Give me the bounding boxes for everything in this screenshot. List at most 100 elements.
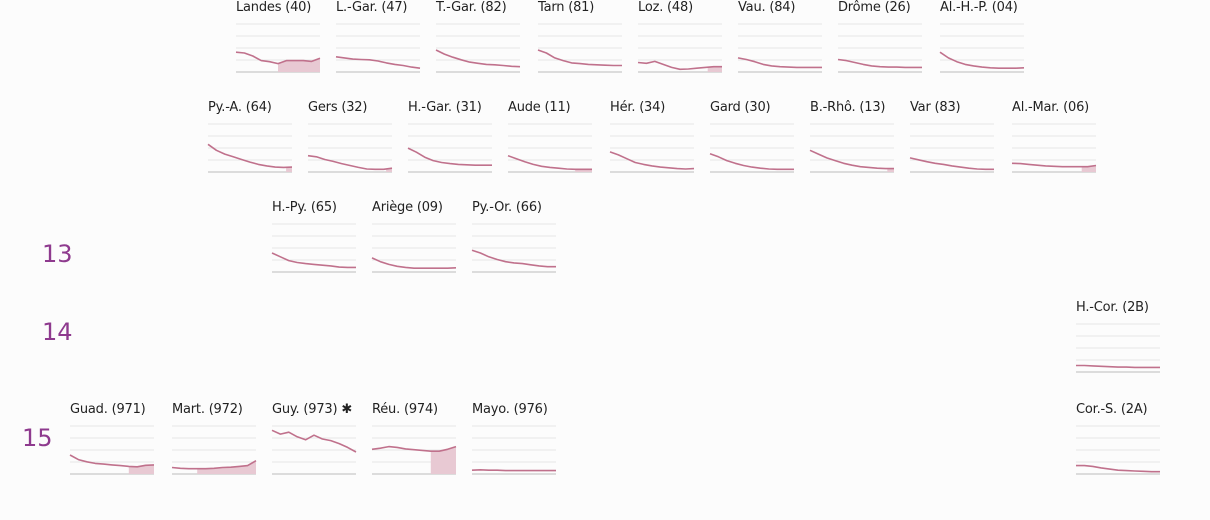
sparkline-chart [69, 425, 155, 475]
chart-title: H.-Gar. (31) [408, 100, 482, 115]
sparkline-chart [507, 123, 592, 173]
series-line [507, 154, 592, 171]
series-line [637, 60, 722, 71]
series-line [737, 57, 822, 69]
series-line [837, 58, 922, 69]
series-line [171, 460, 257, 470]
chart-tile: Al.-Mar. (06) [1011, 100, 1097, 176]
chart-tile: Cor.-S. (2A) [1076, 402, 1160, 478]
sparkline-chart [909, 123, 994, 173]
sparkline-chart [307, 123, 393, 173]
chart-title: Var (83) [910, 100, 961, 115]
series-line [809, 149, 894, 170]
sparkline-chart [407, 123, 492, 173]
chart-title: H.-Cor. (2B) [1076, 300, 1149, 315]
chart-tile: Loz. (48) [637, 0, 722, 76]
series-line [609, 151, 695, 170]
chart-title: B.-Rhô. (13) [810, 100, 886, 115]
chart-tile: Tarn (81) [537, 0, 622, 76]
series-line [435, 49, 521, 68]
chart-tile: Landes (40) [235, 0, 321, 76]
chart-tile: Mayo. (976) [471, 402, 556, 478]
row-label: 15 [22, 424, 53, 452]
sparkline-chart [637, 23, 722, 73]
chart-tile: Guy. (973) ✱ [271, 402, 357, 478]
chart-tile: Vau. (84) [737, 0, 822, 76]
series-line [909, 157, 994, 171]
chart-title: Mart. (972) [172, 402, 243, 417]
sparkline-chart [471, 425, 556, 475]
chart-tile: Py.-A. (64) [207, 100, 293, 176]
asterisk-mark: ✱ [341, 402, 353, 417]
chart-tile: Var (83) [909, 100, 994, 176]
sparkline-chart [939, 23, 1025, 73]
chart-title: Al.-Mar. (06) [1012, 100, 1090, 115]
sparkline-chart [435, 23, 521, 73]
sparkline-chart [609, 123, 695, 173]
chart-title: Cor.-S. (2A) [1076, 402, 1148, 417]
sparkline-chart [709, 123, 794, 173]
chart-title: Landes (40) [236, 0, 312, 15]
sparkline-chart [271, 425, 357, 475]
chart-tile: Gard (30) [709, 100, 794, 176]
chart-tile: T.-Gar. (82) [435, 0, 521, 76]
sparkline-chart [271, 223, 356, 273]
sparkline-chart [471, 223, 556, 273]
chart-title: Mayo. (976) [472, 402, 548, 417]
series-line [271, 429, 357, 453]
series-line [207, 143, 293, 169]
chart-tile: Ariège (09) [371, 200, 457, 276]
chart-title: Gard (30) [710, 100, 771, 115]
chart-title: Hér. (34) [610, 100, 666, 115]
chart-title: Vau. (84) [738, 0, 796, 15]
series-line [69, 454, 155, 468]
chart-tile: B.-Rhô. (13) [809, 100, 894, 176]
chart-title: H.-Py. (65) [272, 200, 337, 215]
chart-title: Réu. (974) [372, 402, 438, 417]
sparkline-chart [537, 23, 622, 73]
series-line [335, 56, 421, 69]
series-line [1076, 464, 1160, 473]
series-line [537, 49, 622, 67]
sparkline-chart [207, 123, 293, 173]
series-line [709, 153, 794, 171]
chart-tile: Py.-Or. (66) [471, 200, 556, 276]
sparkline-chart [1076, 425, 1160, 475]
sparkline-chart [371, 223, 457, 273]
chart-tile: Mart. (972) [171, 402, 257, 478]
sparkline-chart [371, 425, 457, 475]
shaded-area [887, 168, 894, 172]
sparkline-chart [837, 23, 922, 73]
chart-tile: H.-Cor. (2B) [1076, 300, 1160, 376]
chart-title: Guy. (973) ✱ [272, 402, 353, 417]
series-line [407, 147, 492, 167]
chart-tile: H.-Gar. (31) [407, 100, 492, 176]
series-line [1076, 364, 1160, 369]
sparkline-chart [235, 23, 321, 73]
chart-tile: Réu. (974) [371, 402, 457, 478]
shaded-area [286, 167, 292, 172]
chart-title: Py.-A. (64) [208, 100, 272, 115]
series-line [471, 249, 556, 268]
sparkline-chart [1076, 323, 1160, 373]
chart-tile: L.-Gar. (47) [335, 0, 421, 76]
sparkline-chart [1011, 123, 1097, 173]
row-label: 14 [42, 318, 73, 346]
chart-tile: Guad. (971) [69, 402, 155, 478]
series-line [307, 154, 393, 171]
series-line [371, 445, 457, 453]
chart-title: Loz. (48) [638, 0, 693, 15]
chart-title: Tarn (81) [538, 0, 595, 15]
chart-tile: H.-Py. (65) [271, 200, 356, 276]
series-line [471, 468, 556, 472]
chart-title: Guad. (971) [70, 402, 146, 417]
chart-title: Gers (32) [308, 100, 368, 115]
series-line [1011, 162, 1097, 168]
sparkline-chart [809, 123, 894, 173]
series-line [939, 51, 1025, 70]
series-line [271, 252, 356, 269]
series-line [371, 257, 457, 270]
sparkline-chart [737, 23, 822, 73]
chart-title: Ariège (09) [372, 200, 443, 215]
chart-title: T.-Gar. (82) [436, 0, 507, 15]
